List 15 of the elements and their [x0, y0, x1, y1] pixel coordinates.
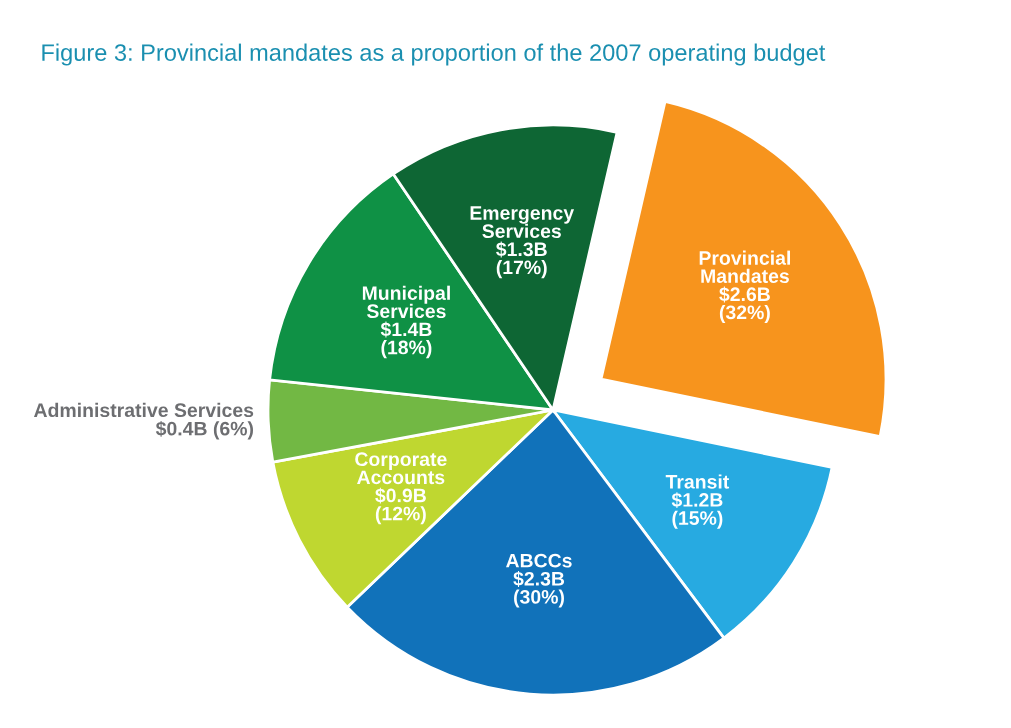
- data-label: $2.6B (32%): [719, 286, 770, 324]
- slice-label: Corporate Accounts: [355, 452, 447, 485]
- data-label: $2.3B (30%): [513, 571, 565, 608]
- data-label: $0.9B (12%): [375, 487, 426, 525]
- slice-label: Provincial Mandates: [699, 250, 790, 284]
- data-label: $1.3B (17%): [496, 241, 547, 279]
- data-label: $0.4B (6%): [155, 420, 253, 440]
- slice-label: Administrative Services: [33, 402, 254, 418]
- chart-title: Figure 3: Provincial mandates as a proportion of the 2007 operating budget: [42, 43, 826, 66]
- data-label: $1.2B (15%): [671, 492, 723, 529]
- slice-label: Emergency Services: [470, 206, 575, 239]
- slice-label: ABCCs: [506, 553, 572, 568]
- slice-label: Transit: [665, 474, 730, 489]
- slice-label: Municipal Services: [362, 285, 450, 319]
- data-label: $1.4B (18%): [380, 321, 432, 359]
